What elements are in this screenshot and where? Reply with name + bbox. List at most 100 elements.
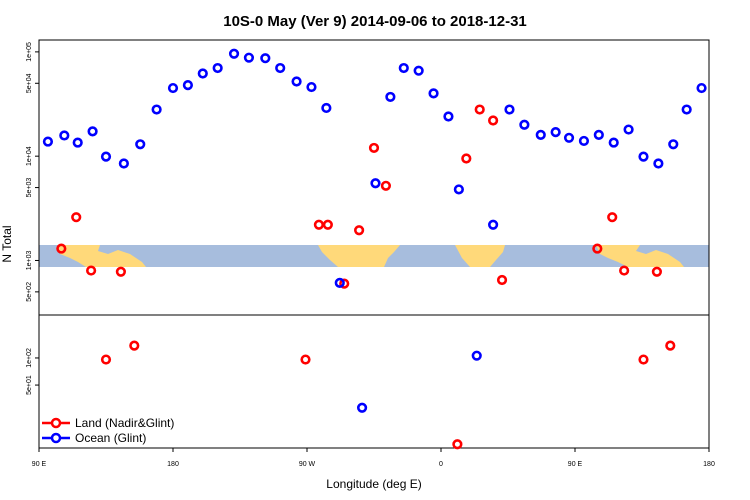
ocean-point xyxy=(563,132,575,143)
x-tick-label: 180 xyxy=(167,461,179,468)
data-points xyxy=(42,48,707,450)
land-point xyxy=(651,266,662,277)
ocean-point xyxy=(72,137,83,148)
ocean-point xyxy=(59,130,70,141)
legend-land-marker xyxy=(50,417,62,429)
y-tick-label: 1e+02 xyxy=(26,348,33,368)
x-tick-label: 90 W xyxy=(299,461,316,468)
legend-ocean-marker xyxy=(50,432,62,444)
x-tick-label: 0 xyxy=(439,461,443,468)
land-point xyxy=(129,340,140,351)
ocean-point xyxy=(151,104,162,115)
ocean-point xyxy=(306,81,317,93)
land-point xyxy=(607,212,618,223)
ocean-point xyxy=(578,135,590,147)
ocean-point xyxy=(167,82,179,94)
land-point xyxy=(115,266,126,277)
ocean-point xyxy=(321,102,332,114)
ocean-point xyxy=(42,136,54,147)
ocean-point xyxy=(334,277,345,288)
land-point xyxy=(368,142,380,154)
land-point xyxy=(474,104,485,115)
ocean-point xyxy=(197,68,208,79)
land-point xyxy=(461,153,472,164)
ocean-point xyxy=(356,402,368,413)
map-land-australia-right xyxy=(596,245,684,267)
ocean-point xyxy=(385,91,396,103)
ocean-point xyxy=(370,178,381,189)
ocean-point xyxy=(413,65,424,76)
land-point xyxy=(638,354,649,365)
ocean-point xyxy=(488,219,499,230)
ocean-point xyxy=(118,158,129,169)
ocean-point xyxy=(623,124,634,135)
y-axis: 5e+02 1e+03 5e+03 1e+04 5e+04 1e+05 5e+01 1e+02 xyxy=(26,42,39,395)
ocean-point xyxy=(428,88,439,99)
ocean-point xyxy=(653,158,664,169)
y-tick-label: 1e+04 xyxy=(26,146,33,166)
y-tick-label: 5e+01 xyxy=(26,375,33,395)
ocean-point xyxy=(471,350,482,361)
legend: Land (Nadir&Glint) Ocean (Glint) xyxy=(42,416,174,445)
ocean-point xyxy=(696,82,707,94)
ocean-point xyxy=(398,62,409,74)
land-point xyxy=(496,274,508,286)
ocean-point xyxy=(275,62,286,74)
ocean-point xyxy=(212,62,223,74)
legend-ocean-label: Ocean (Glint) xyxy=(75,431,146,445)
x-axis: 90 E 180 90 W 0 90 E 180 xyxy=(32,448,715,468)
land-point xyxy=(86,265,97,276)
ocean-point xyxy=(260,53,271,64)
ocean-point xyxy=(228,48,240,59)
ocean-point xyxy=(668,139,679,150)
land-point xyxy=(339,278,350,289)
land-point xyxy=(592,243,603,254)
ocean-point xyxy=(681,104,692,115)
land-point xyxy=(665,340,676,351)
ocean-point xyxy=(504,104,515,115)
y-tick-label: 1e+05 xyxy=(26,42,33,62)
land-point xyxy=(100,354,112,365)
x-tick-label: 90 E xyxy=(568,461,583,468)
x-tick-label: 180 xyxy=(703,461,715,468)
land-point xyxy=(354,225,365,236)
ocean-point xyxy=(135,139,146,150)
ocean-point xyxy=(100,151,112,162)
land-point xyxy=(488,115,499,126)
ocean-point xyxy=(519,119,530,130)
map-land-australia-left xyxy=(58,245,146,267)
ocean-point xyxy=(453,184,464,195)
chart-title: 10S-0 May (Ver 9) 2014-09-06 to 2018-12-… xyxy=(223,13,527,30)
ocean-point xyxy=(182,80,193,91)
land-point xyxy=(71,212,82,223)
land-point xyxy=(313,219,325,230)
map-strip xyxy=(39,245,709,267)
y-tick-label: 1e+03 xyxy=(26,251,33,271)
land-point xyxy=(619,265,630,276)
ocean-point xyxy=(87,126,98,137)
land-point xyxy=(56,243,67,254)
ocean-point xyxy=(550,127,561,138)
y-axis-label: N Total xyxy=(0,225,14,262)
upper-panel-frame xyxy=(38,39,710,316)
ocean-point xyxy=(243,52,255,63)
land-point xyxy=(300,354,311,365)
y-tick-label: 5e+02 xyxy=(26,282,33,302)
land-point xyxy=(452,439,463,450)
map-land-africa xyxy=(455,245,505,267)
ocean-point xyxy=(608,137,619,148)
legend-land-label: Land (Nadir&Glint) xyxy=(75,416,174,430)
x-tick-label: 90 E xyxy=(32,461,47,468)
lower-panel-frame xyxy=(38,314,710,449)
ocean-point xyxy=(638,151,649,162)
ocean-point xyxy=(593,129,604,140)
ocean-point xyxy=(535,129,546,140)
land-point xyxy=(322,219,333,230)
y-tick-label: 5e+04 xyxy=(26,73,33,93)
map-land-south-america xyxy=(318,245,400,267)
land-point xyxy=(380,180,392,191)
ocean-point xyxy=(443,111,454,122)
ocean-point xyxy=(291,76,302,87)
x-axis-label: Longitude (deg E) xyxy=(326,477,421,491)
